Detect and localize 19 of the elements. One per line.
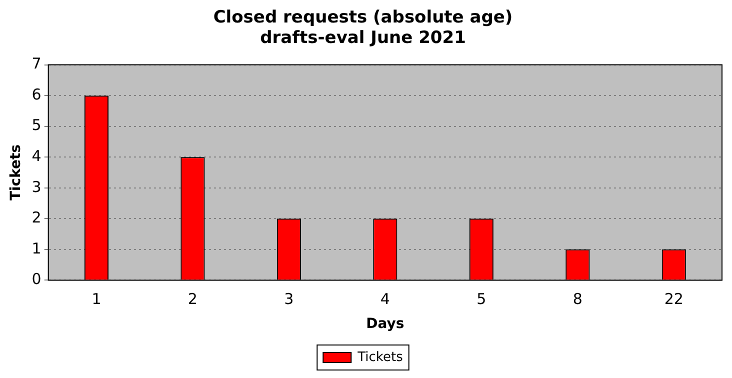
y-tick-label: 1 xyxy=(32,239,42,258)
x-tick-label: 2 xyxy=(188,290,198,308)
y-tick-label: 6 xyxy=(32,85,42,104)
x-axis-title: Days xyxy=(366,316,404,332)
chart-title: Closed requests (absolute age) drafts-eval June 2021 xyxy=(213,8,513,48)
x-tick-label: 22 xyxy=(664,290,684,308)
x-tick-label: 5 xyxy=(476,290,486,308)
x-tick-label: 3 xyxy=(284,290,294,308)
x-tick-label: 8 xyxy=(572,290,582,308)
y-axis-title: Tickets xyxy=(8,144,24,201)
legend-label: Tickets xyxy=(356,350,404,365)
y-tick-label: 7 xyxy=(32,54,42,73)
x-tick-label: 1 xyxy=(92,290,102,308)
y-tick-label: 2 xyxy=(32,208,42,227)
x-tick-label: 4 xyxy=(380,290,390,308)
y-tick-label: 4 xyxy=(32,147,42,166)
y-tick-label: 5 xyxy=(32,116,42,134)
y-tick-label: 3 xyxy=(32,178,42,196)
y-tick-label: 0 xyxy=(32,270,42,288)
